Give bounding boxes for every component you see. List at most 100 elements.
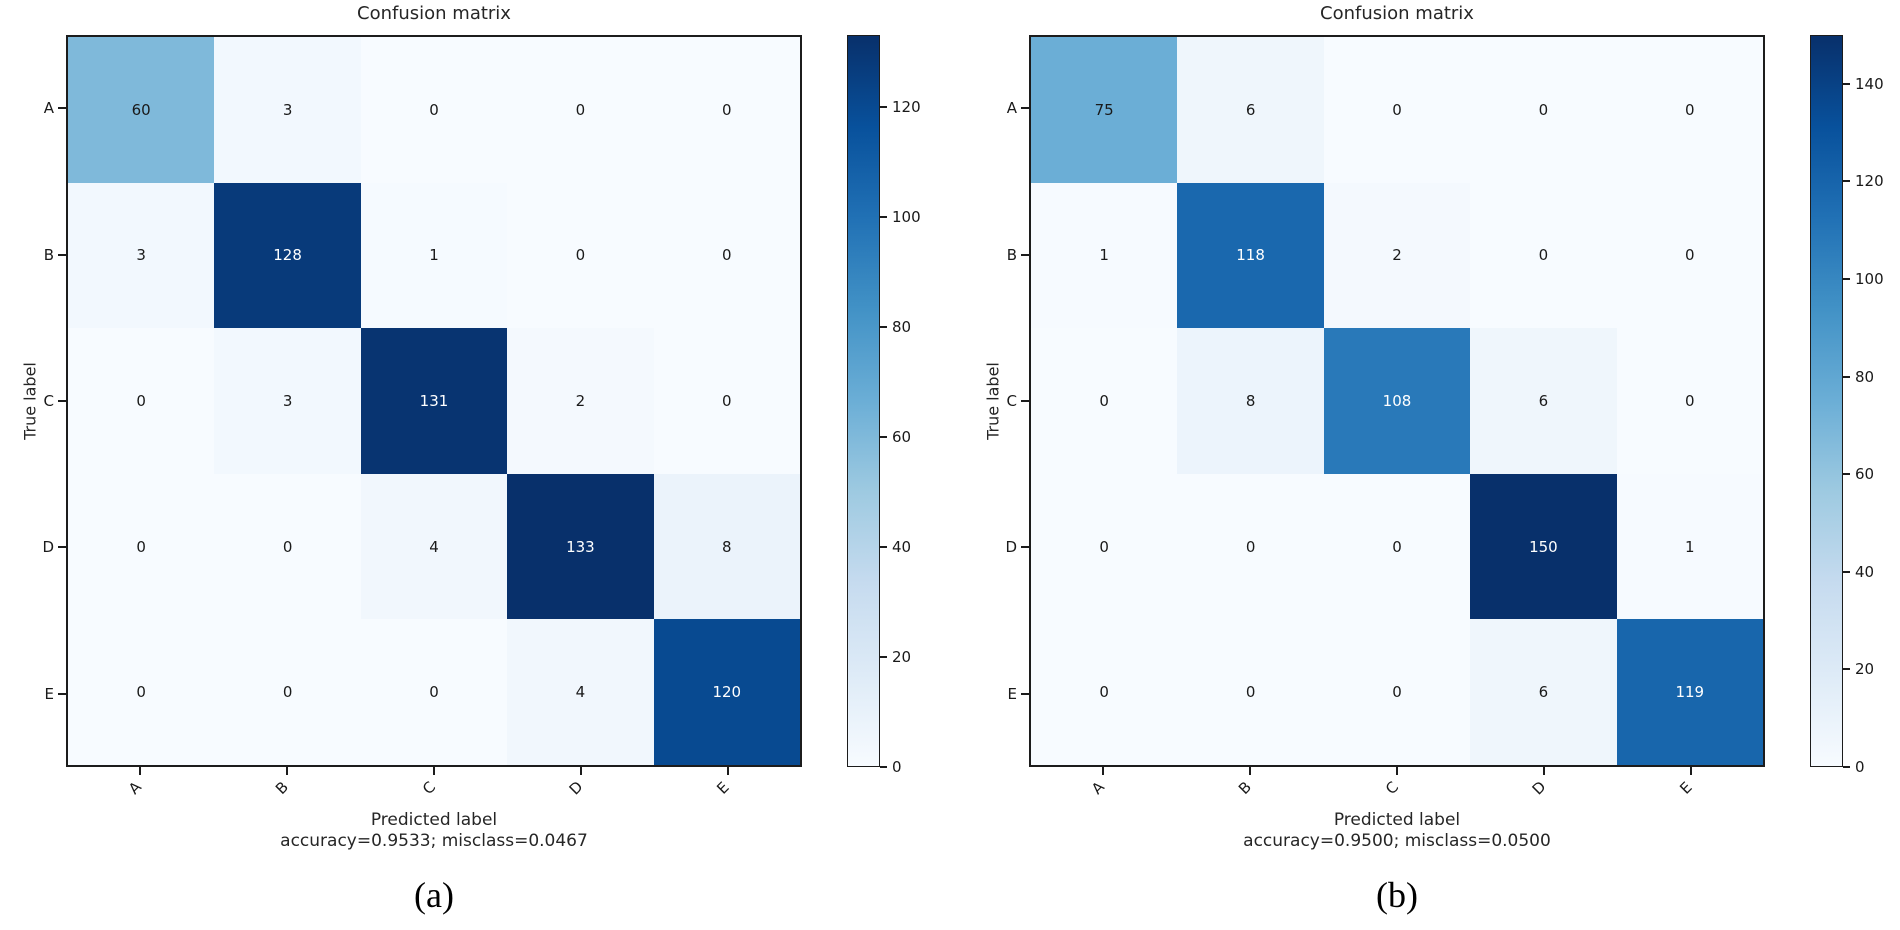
colorbar-tick-label: 60 [1855,465,1875,484]
matrix-cell: 1 [1031,182,1178,329]
colorbar-tick-label: 20 [892,647,912,666]
matrix-cell: 0 [1031,473,1178,620]
figure-panel-b: Confusion matrix True label 75 6 0 0 0 1 118 2 0… [963,0,1900,930]
colorbar-tick-label: 120 [892,97,921,116]
matrix-cell: 0 [1031,619,1178,765]
matrix-cell: 0 [507,182,654,329]
matrix-cell: 0 [1470,37,1617,183]
x-tick-mark [1101,767,1104,775]
x-tick-label: E [713,778,734,798]
y-tick-label: E [1007,684,1017,703]
figure-panel-a: Confusion matrix True label 60 3 0 0 0 3 128 1 0… [21,3,921,915]
heatmap-grid: 60 3 0 0 0 3 128 1 0 0 0 3 131 2 0 0 0 4 133 8 0 0 0 4 120 [66,35,802,767]
matrix-cell: 75 [1031,37,1178,183]
x-tick-mark [1543,767,1546,775]
colorbar-tick-mark [1843,668,1850,671]
y-tick-label: D [42,538,54,557]
x-tick-label: D [565,777,587,799]
matrix-cell: 0 [1616,37,1763,183]
matrix-cell: 4 [360,473,508,620]
matrix-cell: 60 [68,37,215,183]
x-tick-mark [580,767,583,775]
colorbar-tick-label: 80 [892,317,912,336]
matrix-cell: 131 [360,328,508,474]
colorbar-tick-label: 60 [892,427,912,446]
x-tick-label: B [1234,778,1255,799]
x-tick-label: C [1381,777,1403,799]
colorbar-tick-label: 80 [1855,367,1875,386]
chart-title: Confusion matrix [357,3,511,24]
colorbar-tick-label: 100 [892,207,921,226]
x-tick-mark [433,767,435,775]
matrix-cell: 3 [68,182,215,329]
colorbar-tick-mark [1843,375,1850,378]
colorbar-tick-label: 120 [1855,172,1884,191]
accuracy-annotation: accuracy=0.9533; misclass=0.0467 [280,831,588,851]
colorbar-tick-mark [1843,766,1850,768]
colorbar-gradient [847,35,880,767]
colorbar-tick-mark [880,545,887,548]
y-tick-mark [1021,107,1029,110]
y-tick-label: E [44,684,54,703]
matrix-cell: 120 [653,619,800,765]
y-tick-label: D [1005,538,1017,557]
matrix-cell: 0 [1323,37,1471,183]
y-tick-mark [58,400,66,402]
y-tick-mark [58,692,66,695]
matrix-cell: 108 [1323,328,1471,474]
matrix-cell: 0 [1470,182,1617,329]
colorbar-tick-mark [880,655,887,658]
matrix-cell: 0 [214,473,361,620]
y-tick-mark [1021,546,1029,549]
colorbar-tick-mark [1843,473,1850,476]
matrix-cell: 0 [214,619,361,765]
matrix-cell: 6 [1177,37,1324,183]
matrix-cell: 4 [507,619,654,765]
x-tick-mark [727,767,730,775]
subfigure-caption: (a) [414,875,454,915]
y-tick-mark [58,107,66,110]
matrix-cell: 0 [68,328,215,474]
subfigure-caption: (b) [1376,875,1418,915]
matrix-cell: 0 [1323,473,1471,620]
x-tick-label: D [1528,777,1550,799]
colorbar-tick-mark [880,215,887,218]
matrix-cell: 0 [653,328,800,474]
x-tick-label: B [271,778,292,799]
colorbar-tick-label: 40 [892,537,912,556]
matrix-cell: 119 [1616,619,1763,765]
colorbar-tick-mark [880,435,887,438]
matrix-cell: 128 [214,182,361,329]
y-tick-label: A [43,99,54,118]
chart-title: Confusion matrix [1320,3,1474,24]
matrix-cell: 8 [653,473,800,620]
colorbar-tick-mark [880,766,887,768]
colorbar-tick-mark [880,105,887,108]
matrix-cell: 0 [653,182,800,329]
colorbar-tick-mark [1843,180,1850,183]
matrix-cell: 0 [360,619,508,765]
y-tick-label: C [43,392,54,410]
matrix-cell: 0 [1616,328,1763,474]
heatmap-grid: 75 6 0 0 0 1 118 2 0 0 0 8 108 6 0 0 0 0 150 1 0 0 0 6 119 [1029,35,1765,767]
y-tick-mark [58,546,66,549]
matrix-cell: 0 [360,37,508,183]
x-tick-mark [1396,767,1398,775]
matrix-cell: 3 [214,37,361,183]
matrix-cell: 3 [214,328,361,474]
matrix-cell: 0 [1323,619,1471,765]
matrix-cell: 150 [1470,473,1617,620]
x-tick-label: C [418,777,440,799]
colorbar-tick-label: 40 [1855,562,1875,581]
x-tick-label: E [1676,778,1697,798]
x-tick-mark [1248,767,1251,775]
matrix-cell: 0 [1031,328,1178,474]
y-tick-mark [1021,692,1029,695]
matrix-cell: 0 [507,37,654,183]
matrix-cell: 0 [653,37,800,183]
colorbar-tick-mark [1843,570,1850,573]
colorbar-gradient [1810,35,1843,767]
matrix-cell: 0 [68,619,215,765]
matrix-cell: 0 [1177,619,1324,765]
colorbar-tick-mark [1843,82,1850,85]
